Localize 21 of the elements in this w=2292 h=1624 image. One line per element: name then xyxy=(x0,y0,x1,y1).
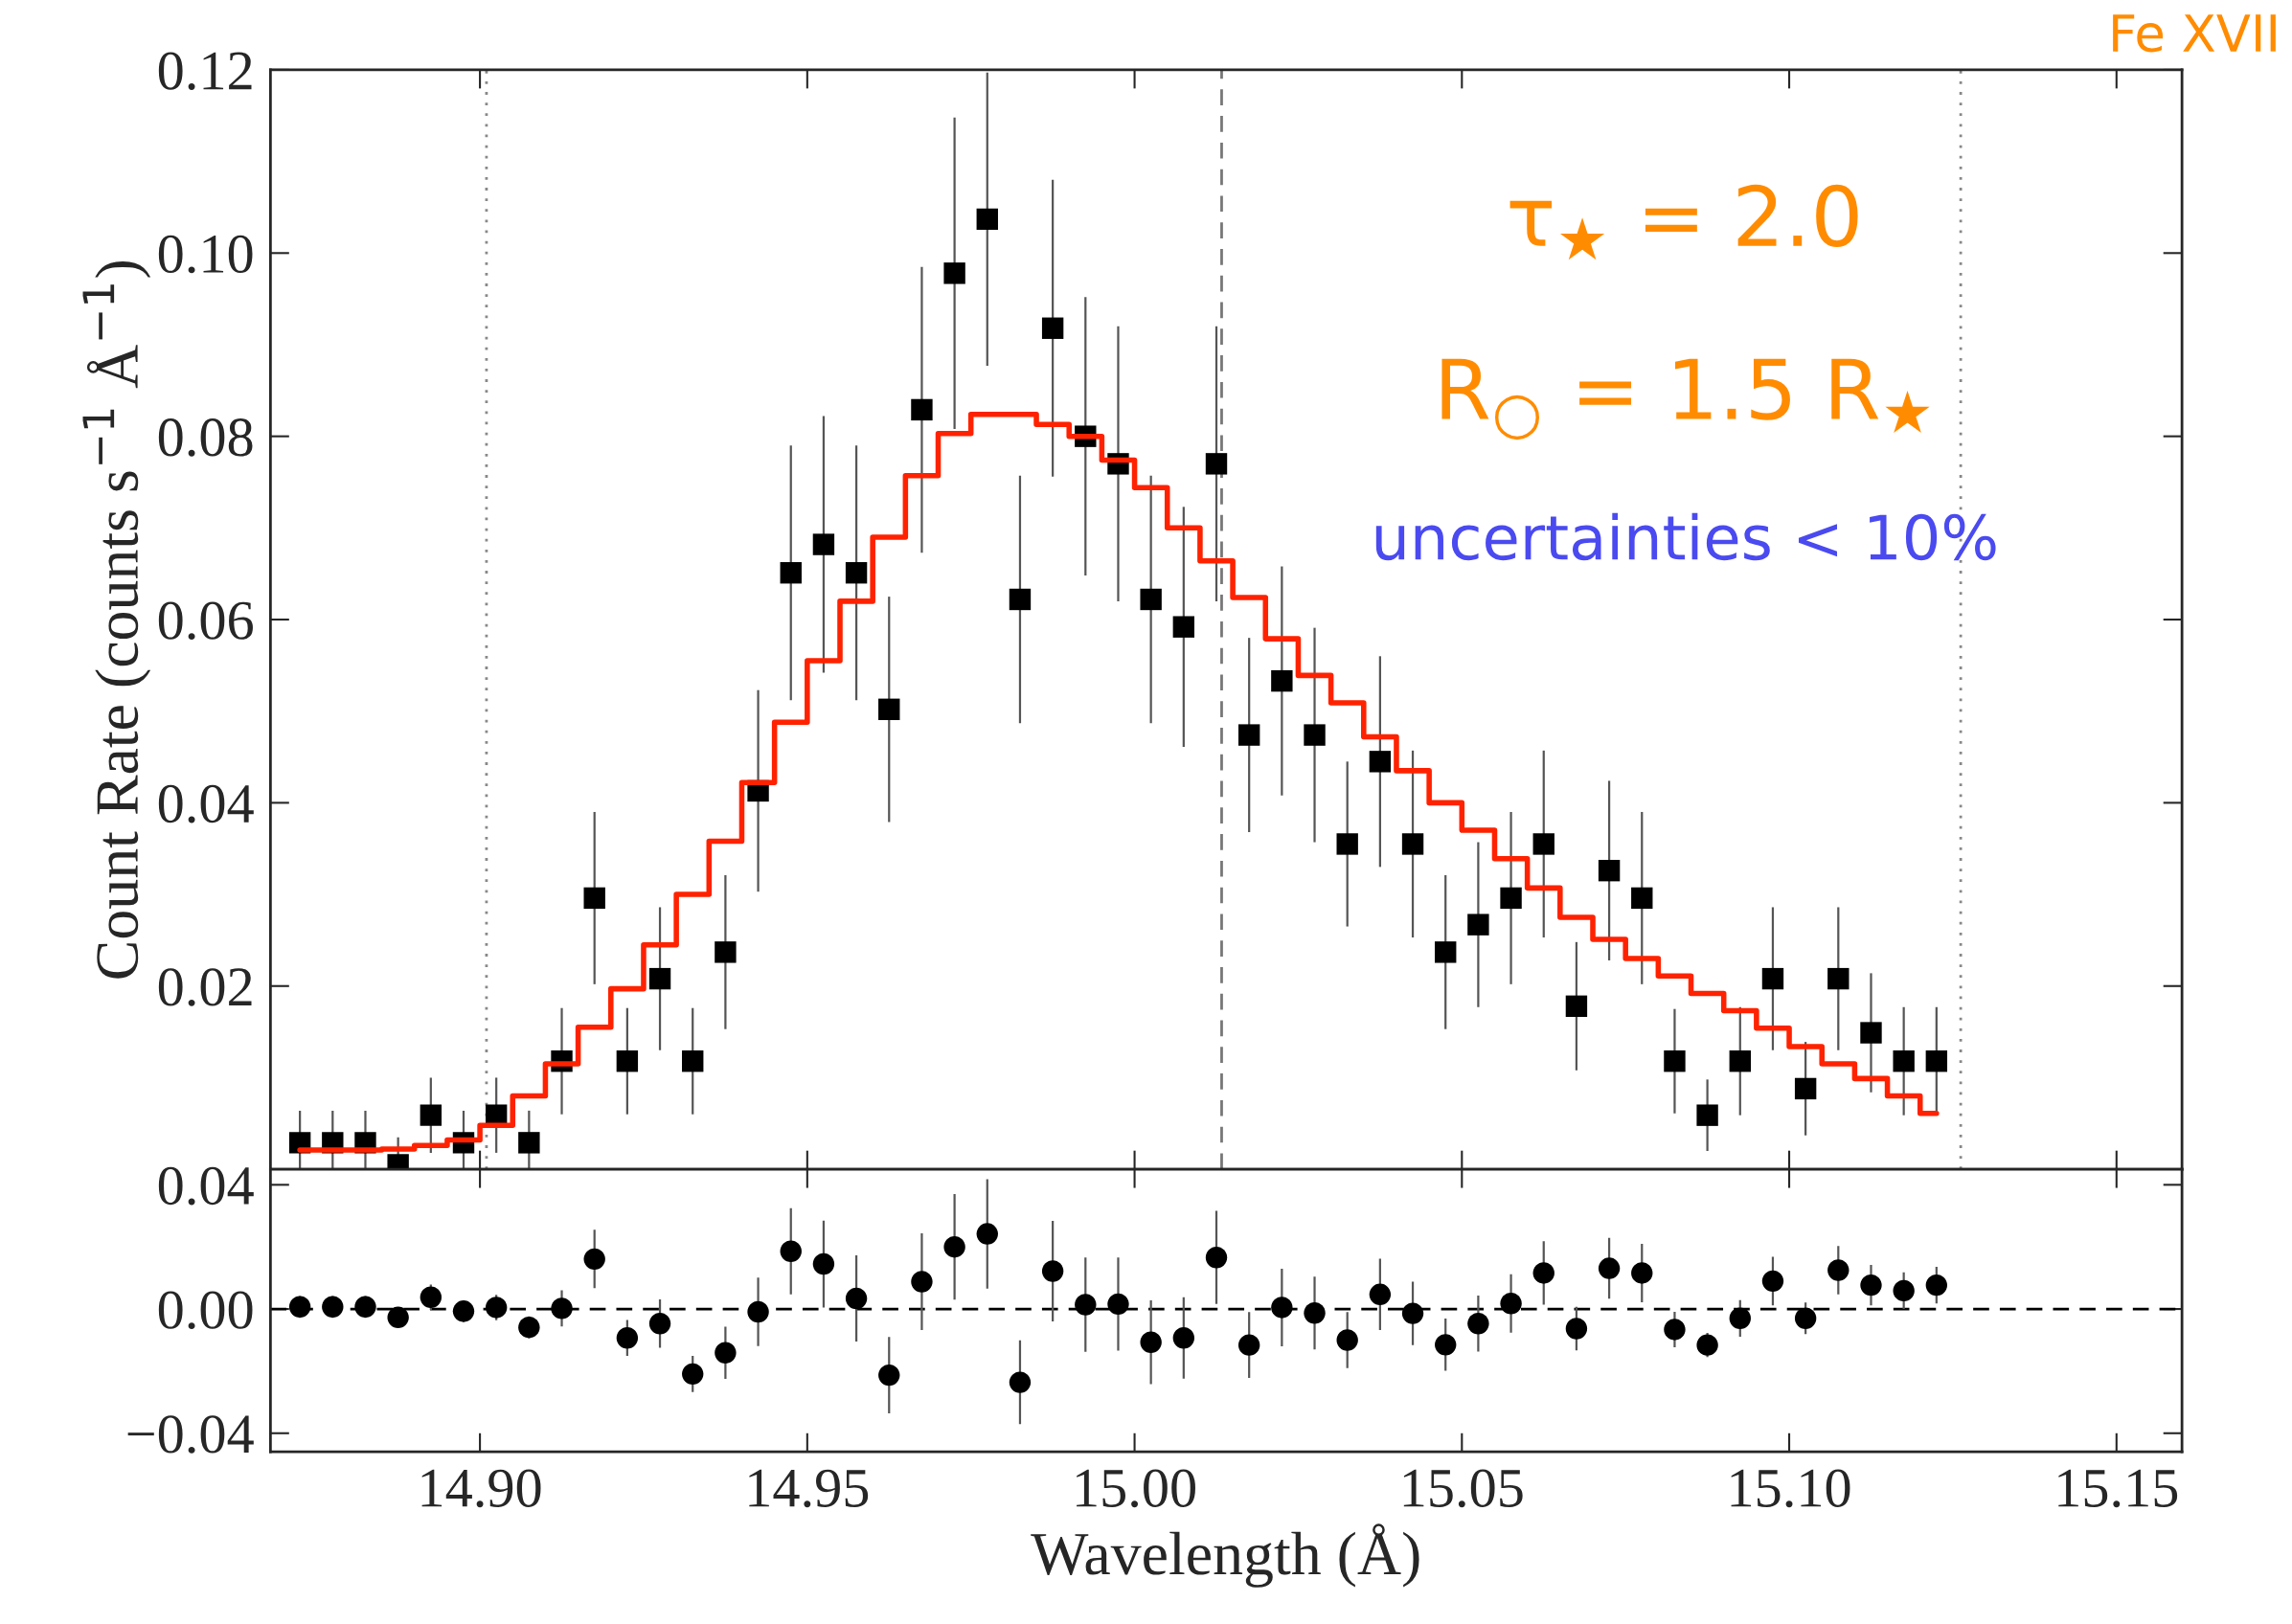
y-axis-title: Count Rate (counts s$^{−1}$ Å$^{−1}$) xyxy=(82,261,151,979)
x-tick-label: 15.00 xyxy=(1077,1469,1195,1508)
x-tick-label: 14.90 xyxy=(421,1469,541,1508)
y-tick-label: 0.06 xyxy=(158,601,253,641)
annotation: R$_{○}$ = 1.5 R$_{★}$ xyxy=(1441,358,1930,440)
y-tick-label: 0.02 xyxy=(158,968,252,1006)
x-axis-title: Wavelength (Å) xyxy=(1031,1523,1419,1588)
x-tick-label: 14.95 xyxy=(749,1469,869,1508)
y-tick-label: 0.12 xyxy=(158,52,252,90)
y-tick-label: 0.08 xyxy=(158,418,253,457)
y-tick-label: 0.10 xyxy=(158,235,253,274)
x-tick-label: 15.05 xyxy=(1403,1469,1523,1508)
y-tick-label: −0.04 xyxy=(127,1415,254,1454)
x-tick-label: 15.10 xyxy=(1731,1469,1850,1508)
y-tick-label: 0.04 xyxy=(158,1166,254,1206)
annotation: uncertainties < 10% xyxy=(1375,512,1996,561)
y-tick-label: 0.00 xyxy=(158,1291,253,1330)
chart-title: Fe XVII xyxy=(2113,14,2276,53)
y-tick-label: 0.04 xyxy=(158,784,254,823)
x-tick-label: 15.15 xyxy=(2058,1469,2178,1508)
annotation: τ$_{★}$ = 2.0 xyxy=(1509,184,1858,260)
